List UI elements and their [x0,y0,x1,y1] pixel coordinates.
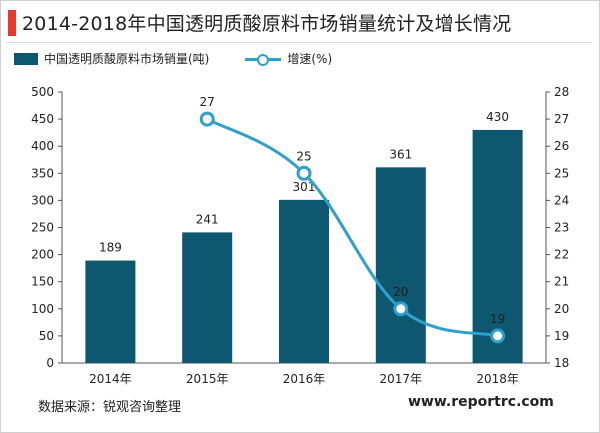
y-right-tick-label: 22 [554,248,569,262]
y-right-tick-label: 20 [554,302,569,316]
growth-point [490,328,506,344]
bar [182,232,233,363]
bar-value-label: 361 [389,147,412,161]
y-right-tick-label: 27 [554,112,569,126]
bar [85,260,136,363]
x-tick-label: 2016年 [283,372,326,386]
growth-line [206,117,499,338]
y-right-tick-label: 25 [554,166,569,180]
legend-line-swatch [245,53,282,66]
title-divider [6,42,592,43]
title-accent-bar [8,10,16,36]
growth-point [296,165,312,181]
growth-value-label: 19 [490,312,505,326]
y-left-tick-label: 150 [31,275,54,289]
growth-value-label: 25 [296,149,311,163]
y-left-tick-label: 300 [31,193,54,207]
bar-value-label: 241 [196,212,219,226]
growth-point [199,111,215,127]
growth-value-label: 27 [200,95,215,109]
bar [472,129,523,363]
x-tick-label: 2018年 [476,372,519,386]
chart-legend: 中国透明质酸原料市场销量(吨) 增速(%) [14,50,332,67]
x-tick-label: 2014年 [89,372,132,386]
bar [279,199,329,363]
bar-value-label: 430 [486,110,509,124]
legend-bar-label: 中国透明质酸原料市场销量(吨) [44,52,210,66]
source-note: 数据来源：锐观咨询整理 [38,400,182,415]
x-tick-label: 2015年 [186,372,229,386]
chart-title: 2014-2018年中国透明质酸原料市场销量统计及增长情况 [22,13,512,35]
y-left-tick-label: 450 [31,112,54,126]
bar-value-label: 189 [99,241,122,255]
y-left-tick-label: 250 [31,221,54,235]
y-right-tick-label: 24 [554,193,569,207]
y-left-tick-label: 200 [31,248,54,262]
legend-bar-swatch [14,52,38,65]
y-left-tick-label: 350 [31,166,54,180]
y-right-tick-label: 28 [554,85,569,99]
y-left-tick-label: 400 [31,139,54,153]
growth-value-label: 20 [393,285,408,299]
bar [375,167,426,363]
y-right-tick-label: 21 [554,275,569,289]
website-label: www.reportrc.com [408,394,554,410]
y-right-tick-label: 19 [554,329,569,343]
y-left-tick-label: 100 [31,302,54,316]
y-right-tick-label: 23 [554,221,569,235]
y-right-tick-label: 26 [554,139,569,153]
y-left-tick-label: 0 [46,356,54,370]
bar-value-label: 301 [293,180,316,194]
x-tick-label: 2017年 [380,372,423,386]
y-left-tick-label: 50 [39,329,54,343]
legend-line-label: 增速(%) [287,52,333,66]
y-right-tick-label: 18 [554,356,569,370]
growth-point [393,301,409,317]
y-left-tick-label: 500 [31,85,54,99]
